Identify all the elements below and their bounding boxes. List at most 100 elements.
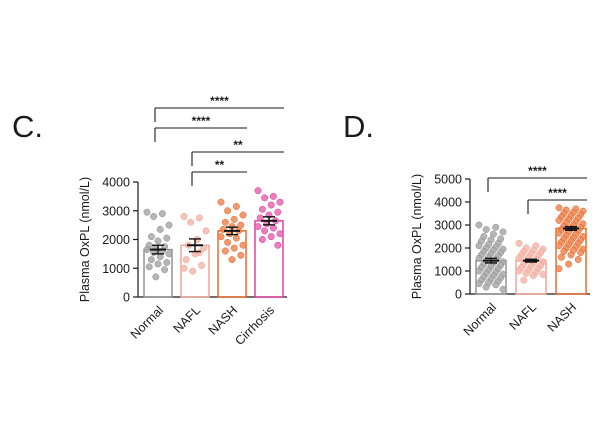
panel-c-letter: C. xyxy=(12,109,43,144)
c-point-normal xyxy=(165,250,173,258)
d-point-nash xyxy=(560,248,568,255)
c-point-nash xyxy=(232,202,240,210)
c-point-nash xyxy=(230,244,238,252)
c-point-nafl xyxy=(195,214,203,222)
c-category-label-nafl: NAFL xyxy=(171,303,204,336)
d-point-normal xyxy=(482,226,490,234)
c-bar-nash xyxy=(217,230,247,298)
d-point-nash xyxy=(555,216,563,224)
d-point-nash xyxy=(555,242,563,250)
c-point-cirrhosis xyxy=(267,201,275,209)
c-point-cirrhosis xyxy=(269,224,277,232)
d-point-normal xyxy=(475,254,483,262)
c-point-nafl xyxy=(182,256,190,264)
d-point-nafl xyxy=(515,267,523,275)
c-category-label-cirrhosis: Cirrhosis xyxy=(232,303,277,348)
c-point-normal xyxy=(158,210,166,218)
c-point-normal xyxy=(154,237,162,245)
c-sig-label: ** xyxy=(215,158,225,172)
d-category-label-nash: NASH xyxy=(545,300,579,334)
c-point-cirrhosis xyxy=(276,198,284,206)
c-point-nafl xyxy=(187,218,195,226)
d-y-tick-label: 1000 xyxy=(434,265,462,279)
c-point-nash xyxy=(221,247,229,255)
c-point-normal xyxy=(154,260,162,268)
c-point-cirrhosis xyxy=(274,241,282,249)
c-point-nafl xyxy=(195,248,203,256)
c-y-tick-label: 0 xyxy=(123,291,130,305)
c-point-normal xyxy=(143,246,151,254)
d-point-nafl xyxy=(529,272,537,280)
panel-c-chart: 0 1000 2000 3000 4000 Plasma OxPL (nmol/L) Nor… xyxy=(78,94,287,348)
c-y-tick-label: 2000 xyxy=(102,233,130,247)
d-y-tick-label: 0 xyxy=(455,288,462,302)
c-category-label-nash: NASH xyxy=(206,303,240,337)
c-sig-label: ** xyxy=(233,138,243,152)
d-point-normal xyxy=(475,280,483,288)
d-point-normal xyxy=(492,223,500,231)
c-point-nash xyxy=(217,233,225,241)
c-point-nash xyxy=(221,218,229,226)
d-point-nash xyxy=(574,256,582,263)
c-point-nafl xyxy=(200,244,208,252)
d-point-normal xyxy=(492,281,500,289)
d-point-nafl xyxy=(515,254,523,262)
d-point-nash xyxy=(555,265,563,273)
c-point-nash xyxy=(237,251,245,259)
c-point-normal xyxy=(143,208,151,216)
c-sig-label: **** xyxy=(192,114,211,128)
d-point-normal xyxy=(475,267,483,275)
d-point-normal xyxy=(475,242,483,250)
d-point-normal xyxy=(475,221,483,229)
c-point-normal xyxy=(147,233,155,241)
c-point-normal xyxy=(156,225,164,233)
c-sig-label: **** xyxy=(210,94,229,108)
c-point-nash xyxy=(239,241,247,249)
c-y-tick-label: 3000 xyxy=(102,204,130,218)
d-sig-label: **** xyxy=(548,186,567,200)
c-y-tick-label: 1000 xyxy=(102,262,130,276)
c-point-cirrhosis xyxy=(258,236,266,243)
d-point-normal xyxy=(489,230,497,238)
d-point-nash xyxy=(577,249,585,257)
d-sig-label: **** xyxy=(528,164,547,178)
c-y-axis-title: Plasma OxPL (nmol/L) xyxy=(78,177,92,302)
d-y-tick-label: 2000 xyxy=(434,242,462,256)
panel-d-chart: 0 1000 2000 3000 4000 5000 Plasma OxPL (nmol/L… xyxy=(410,164,590,339)
c-point-nash xyxy=(217,198,225,206)
d-point-nash xyxy=(555,229,563,237)
c-point-cirrhosis xyxy=(267,233,275,241)
d-point-nash xyxy=(555,204,563,212)
d-category-label-nafl: NAFL xyxy=(507,300,540,333)
c-point-cirrhosis xyxy=(258,205,266,213)
d-point-nash xyxy=(565,260,573,268)
c-point-nash xyxy=(228,256,236,264)
c-point-cirrhosis xyxy=(276,230,284,238)
c-category-label-normal: Normal xyxy=(128,303,166,341)
d-point-nash xyxy=(557,253,565,261)
d-category-label-normal: Normal xyxy=(461,300,499,338)
d-y-axis-title: Plasma OxPL (nmol/L) xyxy=(410,174,424,299)
d-y-tick-label: 3000 xyxy=(434,219,462,233)
c-point-normal xyxy=(163,259,171,266)
c-point-nafl xyxy=(198,261,206,269)
d-point-nash xyxy=(567,251,575,259)
c-point-cirrhosis xyxy=(256,214,264,222)
d-point-normal xyxy=(482,283,490,291)
c-point-nash xyxy=(232,234,240,242)
d-point-normal xyxy=(499,285,507,293)
c-point-normal xyxy=(147,256,155,264)
c-point-cirrhosis xyxy=(254,223,262,231)
d-point-nafl xyxy=(520,276,528,284)
c-point-nash xyxy=(230,215,238,223)
c-point-cirrhosis xyxy=(274,208,282,216)
d-point-nafl xyxy=(539,271,547,278)
d-point-nafl xyxy=(522,269,530,277)
c-point-normal xyxy=(161,266,169,274)
c-point-normal xyxy=(152,273,160,281)
c-point-cirrhosis xyxy=(261,227,269,235)
c-point-normal xyxy=(150,213,158,220)
c-y-tick-label: 4000 xyxy=(102,176,130,190)
c-point-nafl xyxy=(180,264,188,272)
